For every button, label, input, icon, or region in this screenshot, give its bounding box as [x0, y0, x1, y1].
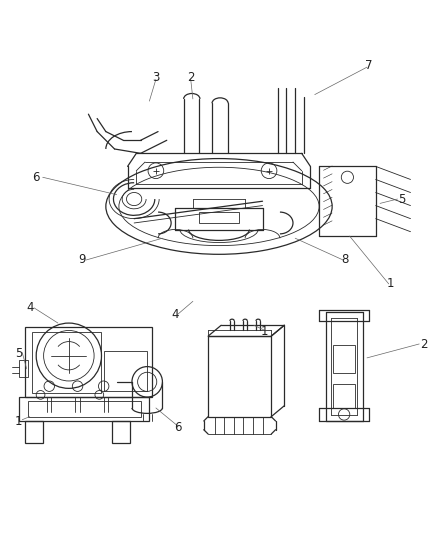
Text: 2: 2 [187, 71, 194, 84]
Text: 3: 3 [152, 71, 159, 84]
Text: 5: 5 [15, 347, 22, 360]
Bar [333, 384, 355, 408]
Text: 5: 5 [398, 192, 406, 206]
Bar [25, 327, 152, 397]
Bar [104, 351, 147, 391]
Text: 4: 4 [172, 308, 179, 321]
Bar [32, 332, 102, 393]
Text: 2: 2 [420, 338, 427, 351]
Bar [28, 401, 141, 417]
Bar [25, 421, 43, 443]
Bar [333, 345, 355, 373]
Text: 6: 6 [174, 421, 181, 434]
Bar [19, 360, 28, 377]
Text: 8: 8 [342, 254, 349, 266]
Text: 9: 9 [78, 254, 86, 266]
Text: 6: 6 [32, 171, 40, 184]
Bar [19, 397, 149, 421]
Bar [113, 421, 130, 443]
Text: 1: 1 [387, 277, 395, 290]
Bar [199, 212, 239, 223]
Text: 7: 7 [365, 59, 373, 72]
Text: 1: 1 [261, 325, 268, 338]
Bar [208, 336, 271, 417]
Text: 4: 4 [26, 301, 33, 314]
Text: 1: 1 [15, 415, 22, 427]
